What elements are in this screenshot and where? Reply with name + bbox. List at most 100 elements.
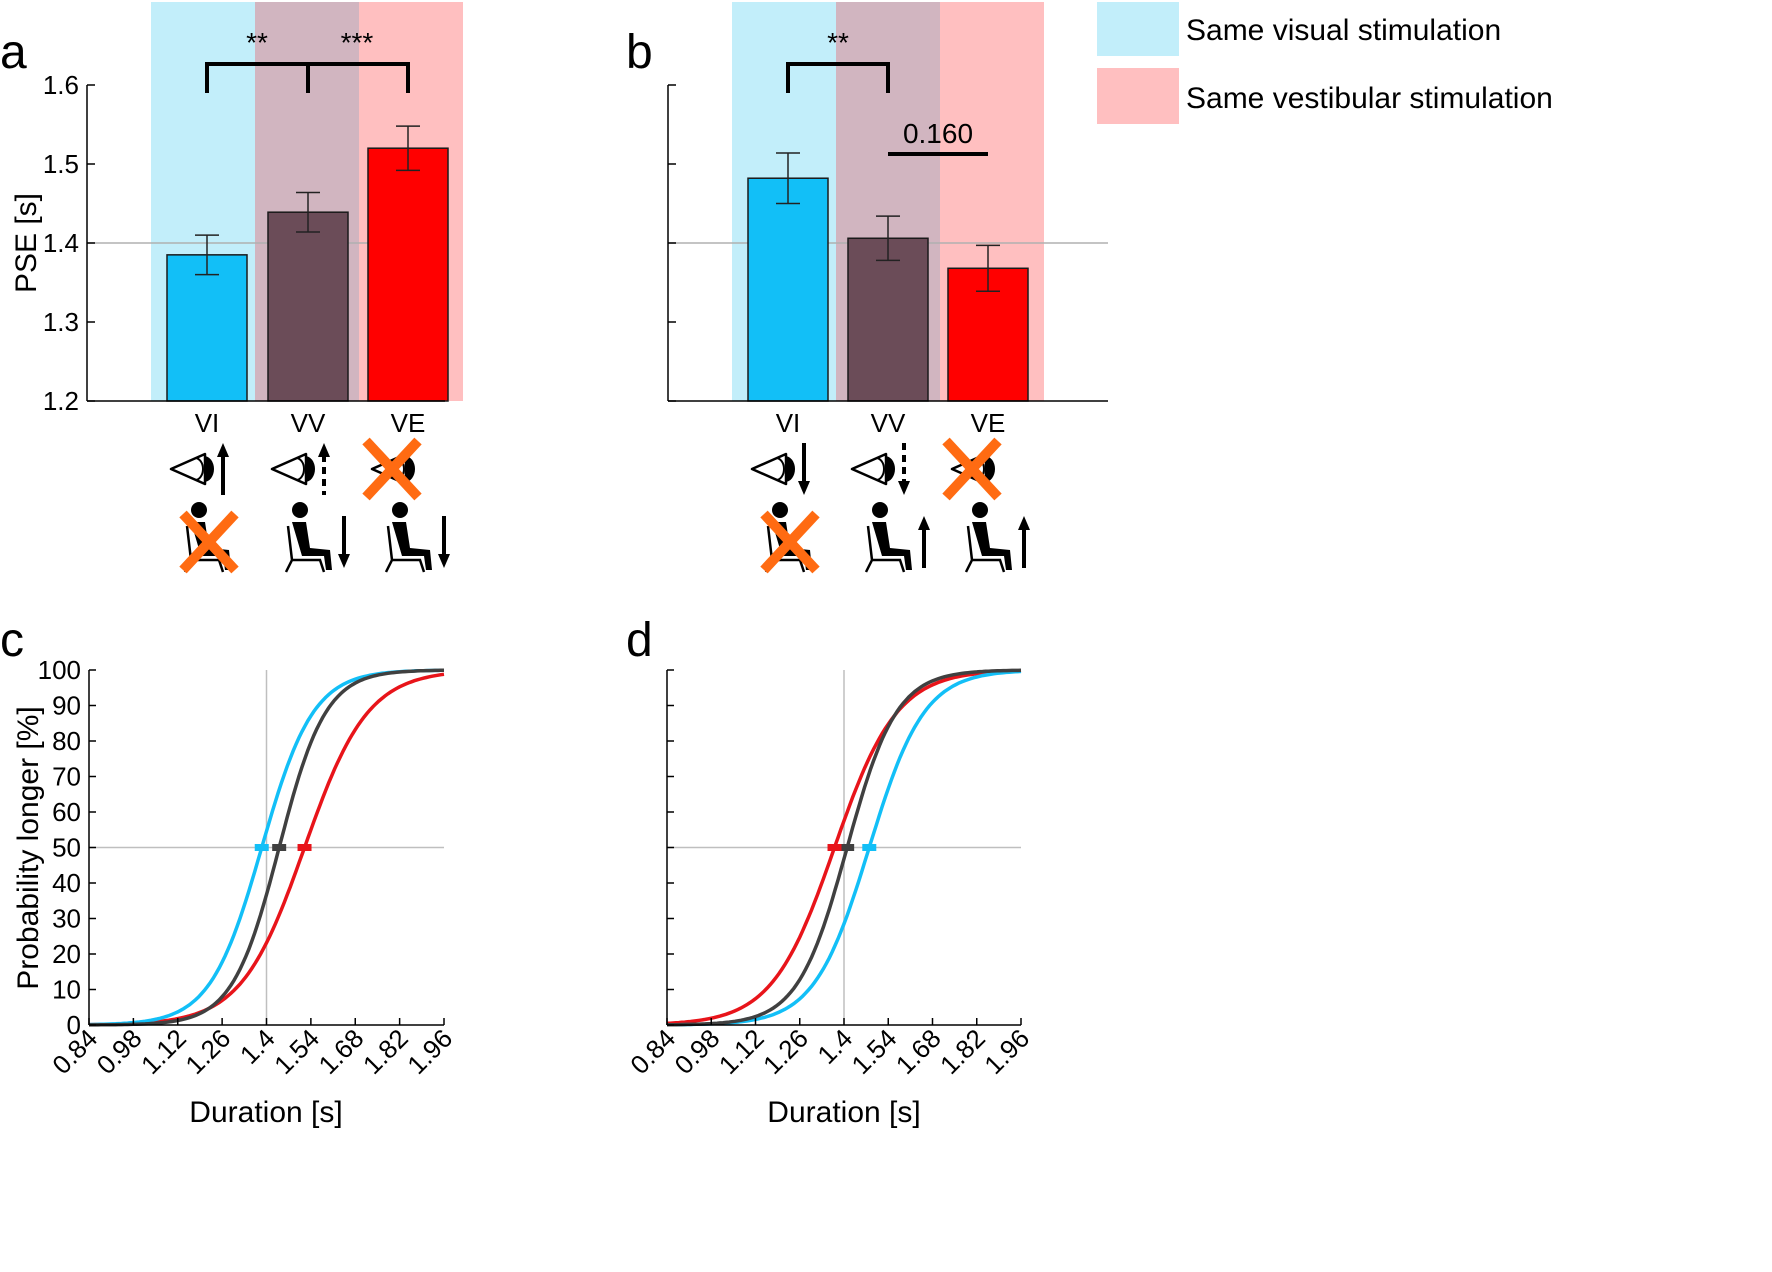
x-tick-label: 1.68 <box>312 1023 369 1080</box>
arrow-down-icon <box>438 516 450 568</box>
eye-icon <box>850 443 910 495</box>
legend-swatch-vestibular <box>1097 68 1179 124</box>
bar-chart-a: VI VV VE 1.2 1.3 1.4 1.5 1.6 PSE [s] ** *** <box>10 2 463 574</box>
x-tick-label: 1.26 <box>757 1023 814 1080</box>
person-head <box>772 502 788 518</box>
eye-crossed-icon <box>362 437 422 501</box>
eye-lid <box>875 457 885 481</box>
bracket-1: 0.160 <box>888 118 988 156</box>
x-tick-label: 0.98 <box>668 1023 725 1080</box>
y-tick-label: 1.5 <box>43 149 79 179</box>
arrow-head <box>318 443 330 457</box>
legend-swatch-visual <box>1097 2 1179 56</box>
pse-marker-VI <box>862 844 877 851</box>
bar-VE <box>367 147 449 402</box>
significance-brackets-a: ** *** <box>205 27 410 93</box>
eye-outline <box>750 452 788 486</box>
person-body <box>292 522 332 570</box>
y-tick-label: 70 <box>52 762 81 792</box>
chair <box>864 525 906 573</box>
error-bar-VV <box>876 215 900 262</box>
eye-pupil <box>305 456 315 482</box>
error-bar-VE <box>396 125 420 172</box>
bracket-0: ** <box>786 27 890 93</box>
person-head <box>292 502 308 518</box>
bar-chart-b: VI VV VE ** 0.160 <box>667 2 1108 574</box>
eye-outline <box>850 452 888 486</box>
x-tick-label: 1.54 <box>845 1023 902 1080</box>
bars-b: VI VV VE <box>747 152 1029 438</box>
person-head <box>972 502 988 518</box>
x-tick-label: 1.96 <box>978 1023 1035 1080</box>
y-tick-label: 1.4 <box>43 228 79 258</box>
curve-VV <box>666 668 1022 1027</box>
eye-lid <box>295 457 305 481</box>
y-tick-label: 60 <box>52 797 81 827</box>
error-bar-VI <box>776 152 800 205</box>
y-axis-label-c: Probability longer [%] <box>12 706 45 989</box>
bars-a: VI VV VE <box>166 125 449 438</box>
category-label-VI: VI <box>776 408 801 438</box>
person-head <box>392 502 408 518</box>
arrow-up-icon <box>1018 516 1030 568</box>
panel-label-b: b <box>626 26 653 79</box>
cross-icon <box>942 437 1002 501</box>
seated-person-crossed-icon <box>179 502 239 574</box>
arrow-down-icon <box>898 443 910 495</box>
eye-pupil <box>204 456 214 482</box>
y-axis-label-a: PSE [s] <box>10 193 43 293</box>
significance-brackets-b: ** 0.160 <box>786 27 988 156</box>
y-tick-label: 40 <box>52 868 81 898</box>
seated-person-icon <box>964 502 1030 573</box>
cross-icon <box>362 437 422 501</box>
y-tick-label: 1.2 <box>43 386 79 416</box>
axes-c: 0 10 20 30 40 50 60 70 80 90 100 0.840.981.121.26 1.… <box>38 655 459 1080</box>
psychometric-chart-d: 0.840.981.121.261.41.541.681.821.96 Dura… <box>624 668 1035 1129</box>
y-tick-label: 80 <box>52 726 81 756</box>
y-tick-label: 10 <box>52 975 81 1005</box>
arrow-down-icon <box>798 443 810 495</box>
eye-lid <box>194 457 204 481</box>
y-tick-label: 50 <box>52 833 81 863</box>
y-tick-label: 1.6 <box>43 70 79 100</box>
y-tick-label: 90 <box>52 691 81 721</box>
pse-marker-VE <box>297 844 312 851</box>
bar-VV <box>267 211 349 402</box>
x-axis-label-d: Duration [s] <box>767 1096 920 1129</box>
chair <box>384 525 426 573</box>
arrow-head <box>217 443 229 457</box>
stimulus-icons-a <box>169 437 450 574</box>
panel-label-a: a <box>0 26 27 79</box>
y-tick-label: 1.3 <box>43 307 79 337</box>
chair <box>284 525 326 573</box>
pse-marker-VI <box>254 844 269 851</box>
curves-d <box>666 668 1022 1027</box>
cross-icon <box>179 510 239 574</box>
curve-VV <box>89 668 444 1027</box>
arrow-up-icon <box>217 443 229 495</box>
x-tick-label: 1.12 <box>713 1023 770 1080</box>
person-head <box>872 502 888 518</box>
bracket-label: ** <box>827 27 849 58</box>
x-tick-label: 1.82 <box>934 1023 991 1080</box>
x-tick-label: 1.54 <box>268 1023 325 1080</box>
arrow-head <box>438 554 450 568</box>
x-tick-label: 0.98 <box>91 1023 148 1080</box>
seated-person-icon <box>864 502 930 573</box>
arrow-head <box>918 516 930 530</box>
legend-label-visual: Same visual stimulation <box>1186 14 1501 47</box>
category-label-VI: VI <box>195 408 220 438</box>
person-head <box>191 502 207 518</box>
bar-VV <box>847 237 929 402</box>
arrow-up-icon <box>318 443 330 495</box>
legend: Same visual stimulation Same vestibular … <box>1097 2 1553 124</box>
eye-crossed-icon <box>942 437 1002 501</box>
error-bar-VI <box>195 234 219 276</box>
x-tick-label: 1.12 <box>135 1023 192 1080</box>
error-bar-VE <box>976 244 1000 292</box>
x-tick-label: 1.96 <box>401 1023 458 1080</box>
arrow-head <box>898 481 910 495</box>
pse-marker-VE <box>827 844 842 851</box>
eye-icon <box>169 443 229 495</box>
